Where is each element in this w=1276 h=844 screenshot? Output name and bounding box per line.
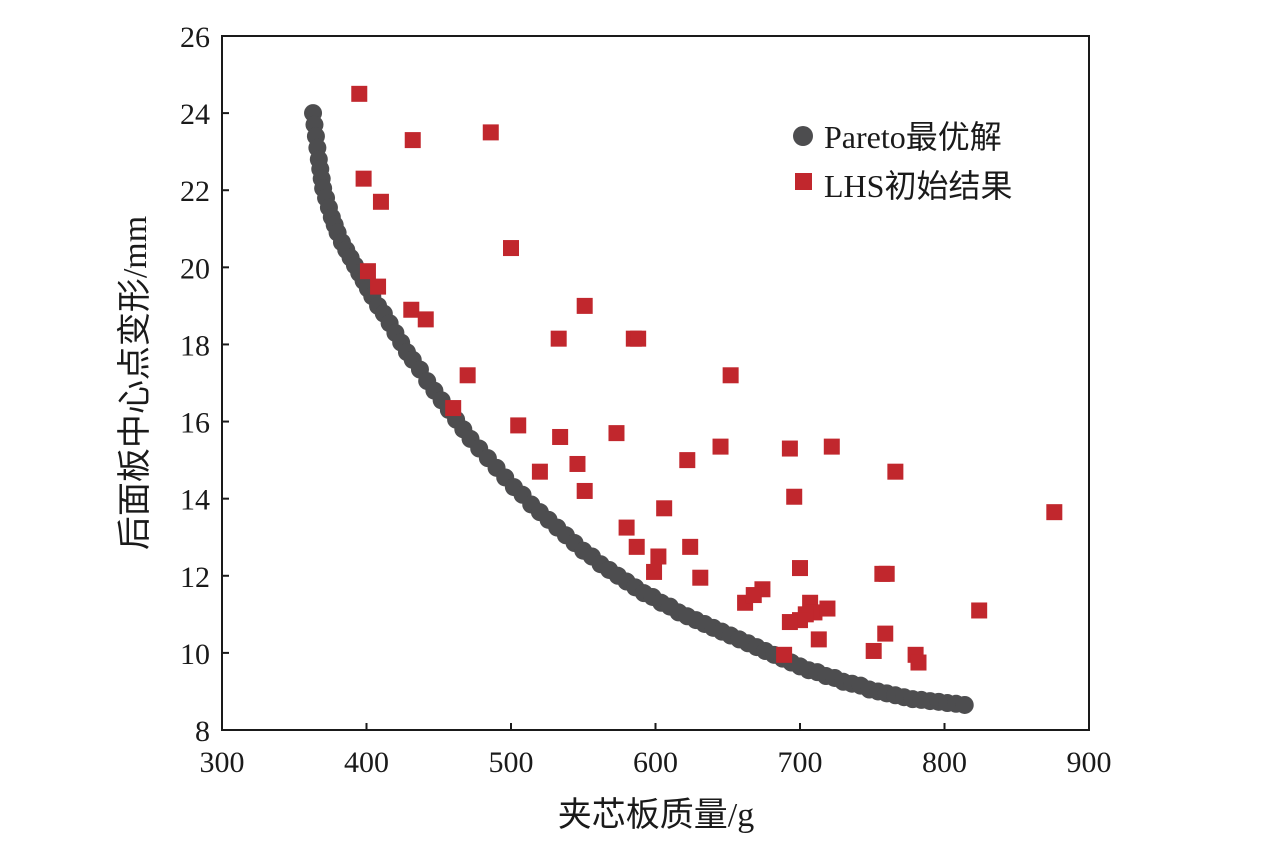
x-axis-title: 夹芯板质量/g [558,796,754,834]
lhs-point [355,170,372,187]
y-tick-label: 18 [180,329,210,362]
lhs-point [576,482,593,499]
x-tick-label: 500 [489,746,534,779]
lhs-point [628,538,645,555]
y-tick-label: 24 [180,98,210,131]
lhs-point [445,400,462,417]
lhs-point [745,587,762,604]
lhs-point [781,440,798,457]
lhs-point [417,311,434,328]
lhs-point [810,631,827,648]
lhs-point [887,463,904,480]
x-tick-label: 800 [922,746,967,779]
x-tick-label: 900 [1067,746,1112,779]
lhs-point [351,85,368,102]
lhs-point [576,297,593,314]
x-tick-label: 300 [200,746,245,779]
lhs-point [569,455,586,472]
legend-pareto-marker [793,126,813,146]
y-tick-label: 8 [195,715,210,748]
x-tick-label: 700 [778,746,823,779]
lhs-point [510,417,527,434]
lhs-point [776,646,793,663]
y-tick-label: 10 [180,638,210,671]
pareto-point [955,695,974,714]
lhs-point [712,438,729,455]
lhs-point [618,519,635,536]
lhs-point [692,569,709,586]
lhs-point [550,330,567,347]
y-tick-label: 20 [180,252,210,285]
lhs-point [865,642,882,659]
lhs-point [910,654,927,671]
lhs-point [819,600,836,617]
x-axis-ticks: 300 400 500 600 700 800 900 [200,723,1112,779]
lhs-point [877,625,894,642]
lhs-point [1046,504,1063,521]
y-axis-ticks: 8 10 12 14 16 18 20 22 24 26 [180,21,229,748]
lhs-point [650,548,667,565]
lhs-point [682,538,699,555]
lhs-point [971,602,988,619]
lhs-point [370,278,387,295]
lhs-point [722,367,739,384]
lhs-point [646,563,663,580]
legend-lhs-marker [795,173,812,190]
lhs-point [531,463,548,480]
lhs-point [552,428,569,445]
x-tick-label: 400 [344,746,389,779]
lhs-point [630,330,647,347]
lhs-point [359,263,376,280]
y-axis-title: 后面板中心点变形/mm [116,216,154,550]
y-tick-label: 22 [180,175,210,208]
lhs-point [482,124,499,141]
lhs-point [679,452,696,469]
lhs-point [792,560,808,577]
lhs-point [404,132,421,149]
lhs-point [878,565,895,582]
lhs-point [459,367,476,384]
y-tick-label: 14 [180,484,210,517]
lhs-point [823,438,840,455]
lhs-point [403,301,420,318]
legend-pareto-label: Pareto最优解 [824,119,1002,155]
lhs-point [503,240,519,257]
lhs-series [351,85,1063,671]
pareto-series [304,104,974,714]
lhs-point [786,488,803,505]
legend-lhs-label: LHS初始结果 [824,168,1012,204]
x-tick-label: 600 [633,746,678,779]
lhs-point [372,193,389,210]
y-tick-label: 12 [180,561,210,594]
lhs-point [656,500,673,517]
lhs-point [608,425,625,442]
lhs-point [781,614,798,631]
y-tick-label: 16 [180,407,210,440]
y-tick-label: 26 [180,21,210,54]
legend: Pareto最优解 LHS初始结果 [793,119,1012,204]
